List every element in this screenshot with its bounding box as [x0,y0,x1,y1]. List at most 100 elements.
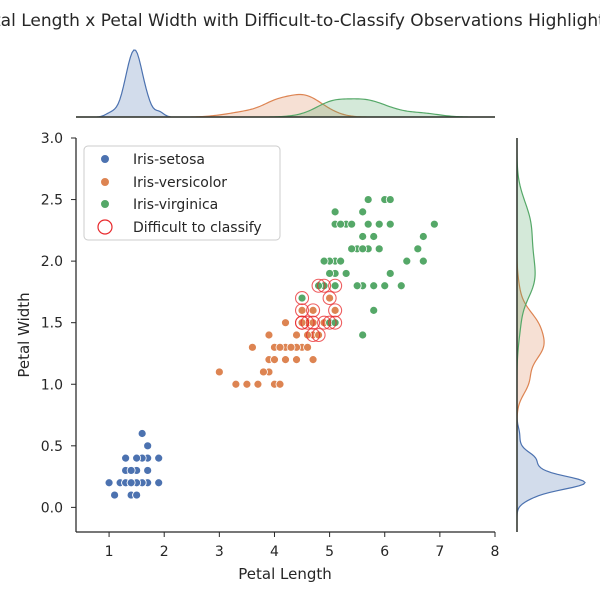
point-virginica [369,305,379,315]
legend-frame [83,145,281,241]
y-tick-label: 0.5 [41,439,63,455]
point-versicolor [286,342,296,352]
y-axis-ticks: 0.0 0.5 1.0 1.5 2.0 2.5 3.0 [41,131,76,516]
point-versicolor [292,330,301,340]
point-virginica [347,244,357,254]
point-setosa [126,466,136,475]
point-setosa [143,466,153,475]
point-setosa [110,490,119,500]
point-versicolor [275,379,285,389]
difficult-ring [328,278,343,293]
point-setosa [132,453,142,463]
point-versicolor [248,342,257,352]
point-versicolor [275,342,285,352]
legend-marker-versicolor [100,177,110,187]
point-versicolor [281,318,290,328]
y-tick-label: 1.5 [41,316,63,332]
point-virginica [341,269,351,278]
point-setosa [104,478,114,488]
point-versicolor [214,367,224,377]
point-virginica [297,293,307,303]
point-virginica [363,195,373,204]
point-versicolor [264,330,274,340]
y-tick-label: 1.0 [41,377,63,393]
difficult-ring [306,315,321,330]
point-virginica [374,244,384,254]
point-virginica [363,219,373,229]
point-virginica [352,281,362,291]
legend-label-versicolor: Iris-versicolor [133,175,227,191]
point-virginica [336,219,346,229]
difficult-ring [328,315,343,330]
x-tick-label: 4 [270,544,279,560]
x-tick-label: 1 [105,544,114,560]
point-versicolor [270,355,279,365]
point-virginica [347,219,357,229]
right-marginal-kde [516,138,586,532]
point-versicolor [253,379,263,389]
point-versicolor [308,355,318,365]
point-virginica [374,219,384,229]
point-versicolor [281,355,290,365]
difficult-ring [300,315,315,330]
point-virginica [418,232,428,241]
point-virginica [402,256,412,266]
point-setosa [137,429,147,438]
x-tick-label: 5 [325,544,334,560]
x-tick-label: 2 [160,544,169,560]
point-virginica [358,244,368,254]
x-tick-label: 8 [491,544,500,560]
point-setosa [154,453,164,463]
point-setosa [126,478,136,488]
x-tick-label: 6 [380,544,389,560]
difficult-ring [294,291,310,306]
difficult-points [294,278,343,343]
legend-marker-difficult [97,219,113,235]
y-axis-title: Petal Width [15,292,33,377]
point-virginica [413,244,423,254]
point-virginica [369,232,379,241]
point-versicolor [259,367,268,377]
y-tick-label: 0.0 [41,500,63,516]
legend-marker-virginica [100,199,110,209]
difficult-ring [306,327,321,343]
point-virginica [380,281,390,291]
legend: Iris-setosa Iris-versicolor Iris-virgini… [83,145,281,241]
point-virginica [358,232,368,241]
point-versicolor [292,355,301,365]
difficult-ring [317,315,332,330]
point-versicolor [303,342,312,352]
x-axis-title: Petal Length [238,565,332,583]
point-virginica [385,219,395,229]
point-virginica [358,207,368,217]
point-versicolor [231,379,241,389]
difficult-ring [317,278,332,293]
point-setosa [132,490,142,500]
point-virginica [358,330,368,340]
legend-label-difficult: Difficult to classify [133,220,262,236]
point-virginica [330,281,340,291]
main-scatter-plot: 1 2 3 4 5 6 7 8 0.0 0.5 1.0 1.5 2.0 2.5 3.0 [41,131,500,560]
difficult-ring [294,303,310,318]
scatter-points [104,195,439,500]
x-axis-ticks: 1 2 3 4 5 6 7 8 [105,532,500,560]
legend-label-virginica: Iris-virginica [133,197,218,213]
point-virginica [325,269,335,278]
top-marginal-kde [76,49,495,118]
point-versicolor [297,305,307,315]
point-virginica [330,207,340,217]
point-virginica [336,256,346,266]
point-setosa [143,441,153,451]
point-virginica [429,219,439,229]
point-virginica [396,281,406,291]
point-versicolor [325,293,335,303]
point-virginica [369,281,379,291]
legend-label-setosa: Iris-setosa [133,152,205,168]
point-versicolor [242,379,252,389]
difficult-ring [328,303,343,318]
difficult-ring [311,327,326,343]
point-setosa [154,478,164,488]
x-tick-label: 3 [215,544,224,560]
y-tick-label: 2.5 [41,193,63,209]
